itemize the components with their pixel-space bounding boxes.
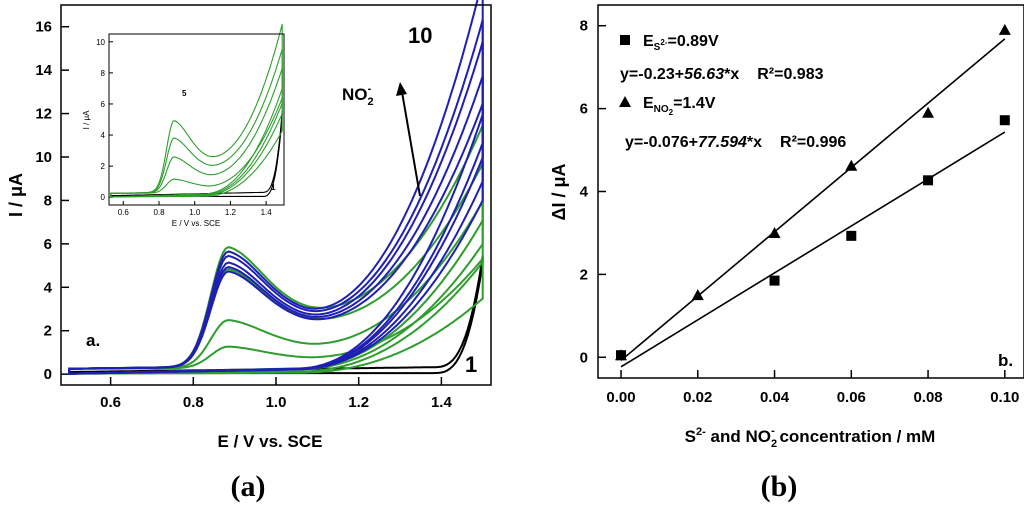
panel-a-curve-3 bbox=[68, 197, 484, 375]
panel-a-curve-10 bbox=[68, 0, 484, 375]
panel-a-y-tick-label: 0 bbox=[44, 366, 52, 383]
inset-x-tick-labels: 0.6 0.8 1.0 1.2 1.4 bbox=[118, 208, 273, 217]
panel-a-inset: 0.6 0.8 1.0 1.2 1.4 0 2 4 6 8 10 E / V vs. SCE I … bbox=[82, 23, 285, 228]
inset-curves bbox=[110, 23, 283, 198]
data-point-square bbox=[999, 115, 1010, 126]
inset-x-tick-label: 1.2 bbox=[225, 208, 237, 217]
panel-b-chart: 0.00 0.02 0.04 0.06 0.08 0.10 0 2 4 6 8 ΔI / μA S… bbox=[549, 4, 1024, 450]
inset-y-tick-label: 0 bbox=[101, 193, 106, 202]
panel-a-y-tick-labels: 0 2 4 6 8 10 12 14 16 bbox=[35, 19, 52, 383]
panel-a-curves bbox=[68, 0, 484, 375]
inset-curve-5 bbox=[110, 23, 283, 198]
legend-sulfide: ES2-=0.89V bbox=[643, 33, 719, 53]
panel-b-x-tick-labels: 0.00 0.02 0.04 0.06 0.08 0.10 bbox=[606, 389, 1019, 406]
panel-a-trend-arrowhead bbox=[396, 82, 407, 96]
panel-a-y-tick-label: 10 bbox=[35, 149, 52, 166]
inset-y-tick-label: 4 bbox=[101, 131, 106, 140]
panel-b-x-tick-label: 0.08 bbox=[913, 389, 942, 406]
panel-a-trend-arrow bbox=[401, 91, 421, 197]
inset-x-tick-label: 0.8 bbox=[153, 208, 165, 217]
inset-y-tick-label: 10 bbox=[96, 38, 105, 47]
data-point-triangle bbox=[615, 349, 628, 361]
panel-b-points bbox=[615, 23, 1011, 361]
panel-b-ticks bbox=[598, 24, 1006, 378]
panel-a-ylabel: I / μA bbox=[6, 173, 26, 217]
panel-b-y-tick-labels: 0 2 4 6 8 bbox=[580, 18, 589, 367]
inset-x-tick-label: 1.4 bbox=[261, 208, 273, 217]
panel-a-x-tick-label: 0.8 bbox=[183, 394, 204, 411]
inset-curve-2 bbox=[110, 97, 283, 198]
panel-a-x-tick-label: 1.2 bbox=[348, 394, 369, 411]
panel-a-last-curve-label: 10 bbox=[408, 23, 432, 48]
inset-ticks bbox=[109, 41, 267, 205]
panel-b-fit-lines bbox=[620, 38, 1006, 368]
inset-frame bbox=[108, 33, 285, 206]
panel-b-y-tick-label: 8 bbox=[580, 18, 588, 35]
panel-a-x-tick-label: 1.0 bbox=[266, 394, 287, 411]
data-point-triangle bbox=[998, 23, 1011, 35]
data-point-square bbox=[846, 230, 857, 241]
inset-y-tick-label: 8 bbox=[101, 69, 106, 78]
panel-a-panel-label: a. bbox=[86, 331, 100, 350]
panel-a-y-tick-label: 2 bbox=[44, 323, 52, 340]
panel-b-xlabel: S2- and NO2- concentration / mM bbox=[685, 425, 936, 450]
panel-b-y-tick-label: 2 bbox=[580, 266, 588, 283]
panel-a-analyte-label: NO2- bbox=[342, 83, 374, 108]
legend-triangle-marker bbox=[619, 96, 631, 107]
panel-b-x-tick-label: 0.06 bbox=[837, 389, 866, 406]
panel-b-y-tick-label: 6 bbox=[580, 101, 588, 118]
panel-a-y-tick-label: 8 bbox=[44, 192, 52, 209]
inset-last-curve-label: 5 bbox=[182, 89, 187, 98]
panel-b-ylabel: ΔI / μA bbox=[549, 164, 569, 221]
inset-y-tick-label: 6 bbox=[101, 100, 106, 109]
panel-b-x-tick-label: 0.04 bbox=[760, 389, 790, 406]
panel-a-y-tick-label: 16 bbox=[35, 19, 52, 36]
inset-y-tick-label: 2 bbox=[101, 162, 106, 171]
equation-nitrite: y=-0.076+77.594*x R²=0.996 bbox=[625, 134, 846, 151]
legend-nitrite: ENO2=1.4V bbox=[643, 95, 716, 117]
data-point-square bbox=[769, 275, 780, 286]
caption-a: (a) bbox=[231, 470, 266, 503]
panel-a-xlabel: E / V vs. SCE bbox=[218, 432, 323, 451]
panel-a-y-tick-label: 6 bbox=[44, 236, 52, 253]
panel-b-panel-label: b. bbox=[998, 351, 1013, 370]
data-point-triangle bbox=[922, 106, 935, 118]
data-point-triangle bbox=[845, 159, 858, 171]
data-point-triangle bbox=[691, 289, 704, 301]
panel-a-x-tick-label: 1.4 bbox=[431, 394, 453, 411]
data-point-triangle bbox=[768, 226, 781, 238]
inset-x-tick-label: 1.0 bbox=[189, 208, 201, 217]
data-point-square bbox=[923, 175, 934, 186]
inset-background bbox=[109, 34, 284, 205]
panel-b-y-tick-label: 0 bbox=[580, 349, 588, 366]
panel-b-frame bbox=[597, 4, 1024, 379]
panel-b-x-tick-label: 0.10 bbox=[990, 389, 1019, 406]
equation-sulfide: y=-0.23+56.63*x R²=0.983 bbox=[620, 66, 824, 83]
inset-ylabel: I / μA bbox=[82, 110, 91, 130]
panel-a-x-tick-label: 0.6 bbox=[100, 394, 121, 411]
panel-a-x-tick-labels: 0.6 0.8 1.0 1.2 1.4 bbox=[100, 394, 452, 411]
panel-b-x-tick-label: 0.02 bbox=[683, 389, 712, 406]
legend-square-marker bbox=[620, 35, 630, 45]
inset-xlabel: E / V vs. SCE bbox=[172, 219, 220, 228]
panel-a-y-tick-label: 4 bbox=[44, 279, 53, 296]
fit-line-square bbox=[620, 131, 1006, 368]
inset-y-tick-labels: 0 2 4 6 8 10 bbox=[96, 38, 105, 202]
caption-b: (b) bbox=[761, 470, 798, 503]
fit-line-triangle bbox=[620, 38, 1006, 362]
inset-x-tick-label: 0.6 bbox=[118, 208, 130, 217]
panel-a-frame bbox=[60, 4, 492, 386]
inset-first-curve-label: 1 bbox=[271, 183, 276, 192]
panel-a-y-tick-label: 14 bbox=[35, 62, 52, 79]
panel-a-y-tick-label: 12 bbox=[35, 106, 52, 123]
panel-a-first-curve-label: 1 bbox=[465, 352, 477, 377]
panel-b-x-tick-label: 0.00 bbox=[606, 389, 635, 406]
panel-a-ticks bbox=[61, 25, 443, 385]
panel-b-y-tick-label: 4 bbox=[580, 184, 589, 201]
